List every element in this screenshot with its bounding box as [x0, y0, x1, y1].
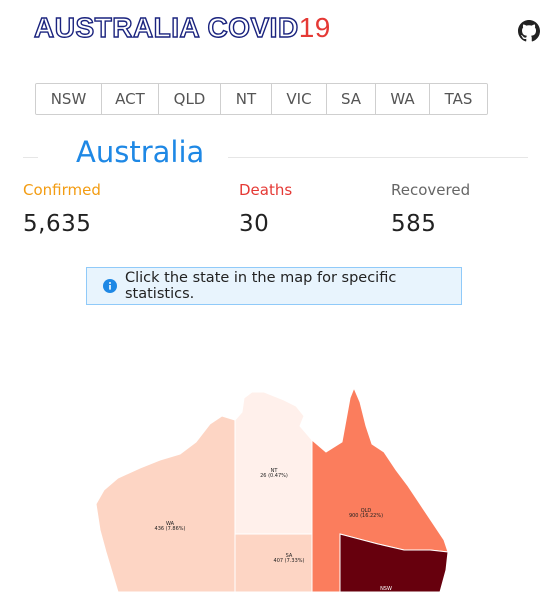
map-label-nsw: NSW [380, 586, 392, 592]
confirmed-stat: Confirmed 5,635 [23, 181, 101, 237]
state-nt[interactable] [234, 391, 313, 535]
map-label-qld: QLD [361, 508, 372, 514]
deaths-stat: Deaths 30 [239, 181, 292, 237]
map-label-wa: WA [166, 521, 175, 527]
australia-map: WA 436 (7.86%) NT 26 (0.47%) SA 407 (7.3… [95, 386, 449, 592]
info-notice: Click the state in the map for specific … [86, 267, 462, 305]
map-stat-wa: 436 (7.86%) [155, 526, 186, 532]
deaths-value: 30 [239, 211, 270, 237]
section-title: Australia [76, 135, 205, 169]
tab-nt[interactable]: NT [221, 84, 272, 114]
tab-act[interactable]: ACT [102, 84, 159, 114]
notice-text: Click the state in the map for specific … [125, 270, 397, 302]
map-label-nt: NT [271, 468, 279, 474]
map-stat-nt: 26 (0.47%) [260, 473, 288, 479]
state-nsw[interactable] [339, 533, 449, 592]
tab-wa[interactable]: WA [376, 84, 430, 114]
tab-tas[interactable]: TAS [430, 84, 487, 114]
map-label-sa: SA [286, 553, 293, 559]
app-title-main: AUSTRALIA COVID [33, 11, 299, 43]
state-tabs: NSW ACT QLD NT VIC SA WA TAS [35, 83, 488, 115]
app-title-number: 19 [298, 12, 331, 43]
recovered-stat: Recovered 585 [391, 181, 470, 237]
map-stat-sa: 407 (7.33%) [274, 558, 305, 564]
map-stat-qld: 900 (16.22%) [349, 513, 383, 519]
recovered-value: 585 [391, 211, 437, 237]
info-icon [103, 279, 117, 293]
tab-nsw[interactable]: NSW [36, 84, 102, 114]
tab-sa[interactable]: SA [327, 84, 376, 114]
section-divider-left [23, 157, 38, 158]
recovered-label: Recovered [391, 181, 471, 199]
tab-qld[interactable]: QLD [159, 84, 221, 114]
section-divider-right [228, 157, 528, 158]
tab-vic[interactable]: VIC [272, 84, 327, 114]
app-title: AUSTRALIA COVID19 [33, 11, 331, 44]
github-icon[interactable] [518, 20, 540, 42]
deaths-label: Deaths [239, 181, 293, 199]
state-wa[interactable] [95, 415, 236, 592]
confirmed-label: Confirmed [23, 181, 101, 199]
confirmed-value: 5,635 [23, 211, 92, 237]
